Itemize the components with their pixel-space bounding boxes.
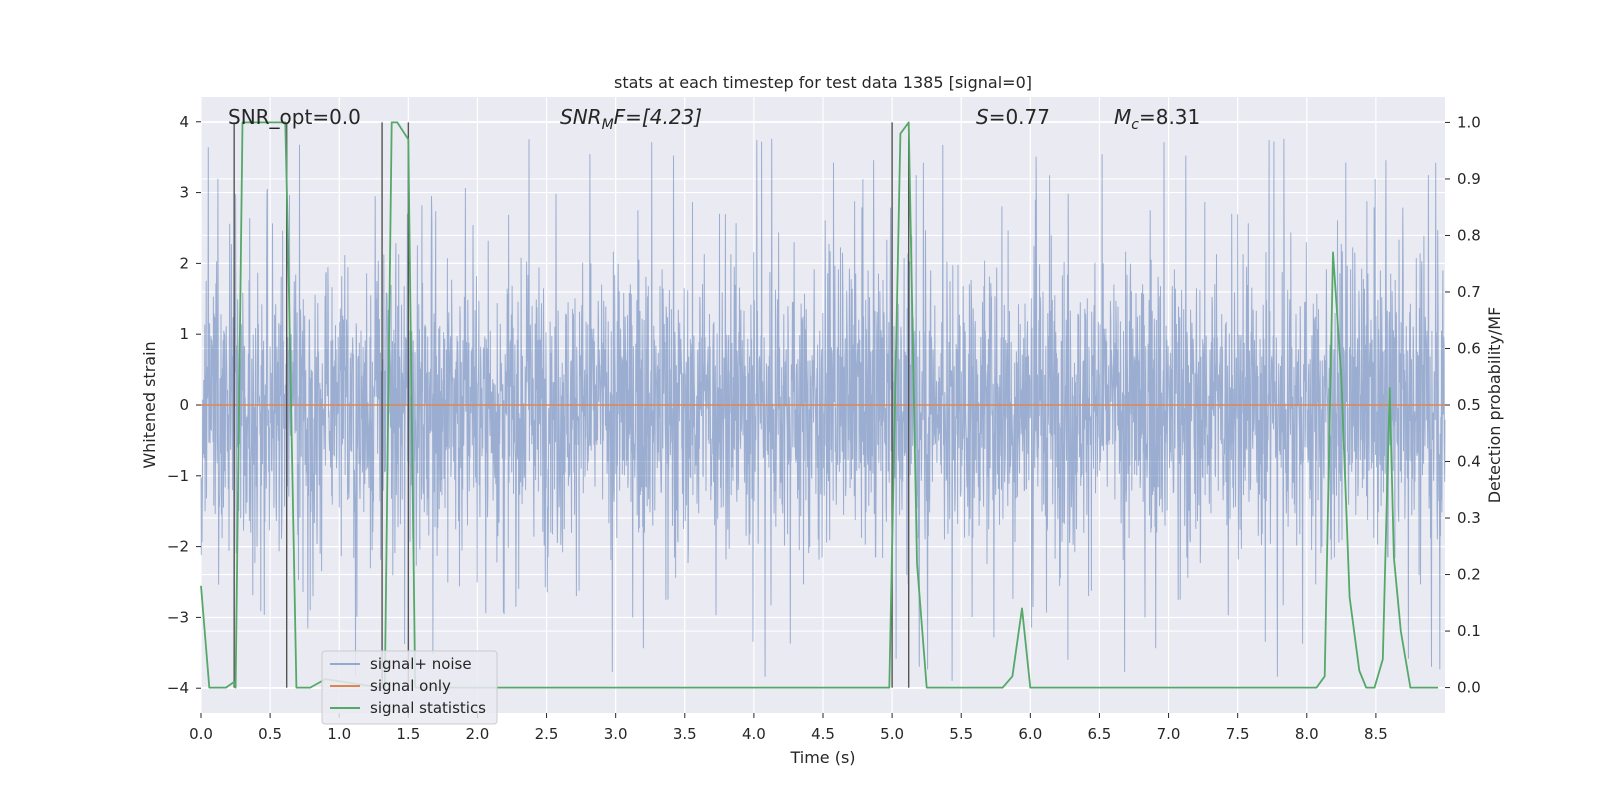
- x-tick-label: 3.0: [604, 725, 628, 743]
- mc-symbol: M: [1114, 105, 1131, 129]
- snr-mf-value: F=[4.23]: [614, 105, 702, 129]
- y-tick-label: −1: [167, 467, 189, 485]
- legend: signal+ noise signal only signal statist…: [321, 650, 498, 725]
- x-tick-label: 4.5: [811, 725, 835, 743]
- signal-statistics-series: [200, 121, 1439, 689]
- y2-tick-label: 0.8: [1457, 226, 1481, 244]
- snr-mf-symbol: SNR: [560, 105, 602, 129]
- y-tick-label: −4: [167, 679, 189, 697]
- y2-tick-label: 1.0: [1457, 113, 1481, 131]
- x-tick-label: 1.5: [396, 725, 420, 743]
- x-tick-label: 0.5: [258, 725, 282, 743]
- y2-tick-label: 0.1: [1457, 622, 1481, 640]
- x-tick-label: 8.5: [1364, 725, 1388, 743]
- x-tick-label: 7.0: [1157, 725, 1181, 743]
- s-value: =0.77: [989, 105, 1050, 129]
- x-ticks: 0.0 0.5 1.0 1.5 2.0 2.5 3.0 3.5 4.0 4.5 5.0 5.5 6.0 6…: [189, 713, 1388, 743]
- x-tick-label: 8.0: [1295, 725, 1319, 743]
- y-tick-label: 3: [179, 184, 189, 202]
- y-tick-label: −3: [167, 608, 189, 626]
- x-tick-label: 2.5: [535, 725, 559, 743]
- y-axis-label: Whitened strain: [140, 341, 159, 468]
- x-tick-label: 5.5: [949, 725, 973, 743]
- y2-tick-label: 0.6: [1457, 339, 1481, 357]
- x-tick-label: 0.0: [189, 725, 213, 743]
- y2-axis-label: Detection probability/MF: [1485, 307, 1504, 504]
- legend-box: [321, 650, 498, 725]
- y-ticks: 4 3 2 1 0 −1 −2 −3 −4: [167, 113, 201, 697]
- y2-tick-label: 0.2: [1457, 566, 1481, 584]
- vertical-markers: [233, 122, 910, 688]
- legend-label-statistics: signal statistics: [370, 699, 486, 717]
- legend-label-signal-only: signal only: [370, 677, 451, 695]
- mc-annotation: Mc=8.31: [1114, 105, 1200, 133]
- x-axis-label: Time (s): [789, 748, 855, 767]
- y2-tick-label: 0.5: [1457, 396, 1481, 414]
- x-tick-label: 3.5: [673, 725, 697, 743]
- legend-label-noise: signal+ noise: [370, 655, 472, 673]
- x-tick-label: 6.0: [1018, 725, 1042, 743]
- s-symbol: S: [976, 105, 989, 129]
- y2-tick-label: 0.9: [1457, 170, 1481, 188]
- y2-ticks: 1.0 0.9 0.8 0.7 0.6 0.5 0.4 0.3 0.2 0.1 0.0: [1445, 113, 1481, 697]
- y-tick-label: 0: [179, 396, 189, 414]
- s-annotation: S=0.77: [976, 105, 1050, 129]
- y2-tick-label: 0.0: [1457, 679, 1481, 697]
- mc-value: =8.31: [1139, 105, 1200, 129]
- x-tick-label: 7.5: [1226, 725, 1250, 743]
- x-tick-label: 4.0: [742, 725, 766, 743]
- y2-tick-label: 0.3: [1457, 509, 1481, 527]
- snr-mf-subscript: M: [602, 117, 614, 133]
- y2-tick-label: 0.7: [1457, 283, 1481, 301]
- x-tick-label: 1.0: [327, 725, 351, 743]
- y-tick-label: 2: [179, 254, 189, 272]
- chart-title: stats at each timestep for test data 138…: [614, 73, 1032, 92]
- y-tick-label: 1: [179, 325, 189, 343]
- y2-tick-label: 0.4: [1457, 453, 1481, 471]
- snr-mf-annotation: SNRMF=[4.23]: [560, 105, 702, 133]
- x-tick-label: 2.0: [466, 725, 490, 743]
- snr-opt-annotation: SNR_opt=0.0: [228, 105, 361, 129]
- y-tick-label: −2: [167, 538, 189, 556]
- x-tick-label: 6.5: [1088, 725, 1112, 743]
- y-tick-label: 4: [179, 113, 189, 131]
- x-tick-label: 5.0: [880, 725, 904, 743]
- mc-subscript: c: [1131, 117, 1139, 133]
